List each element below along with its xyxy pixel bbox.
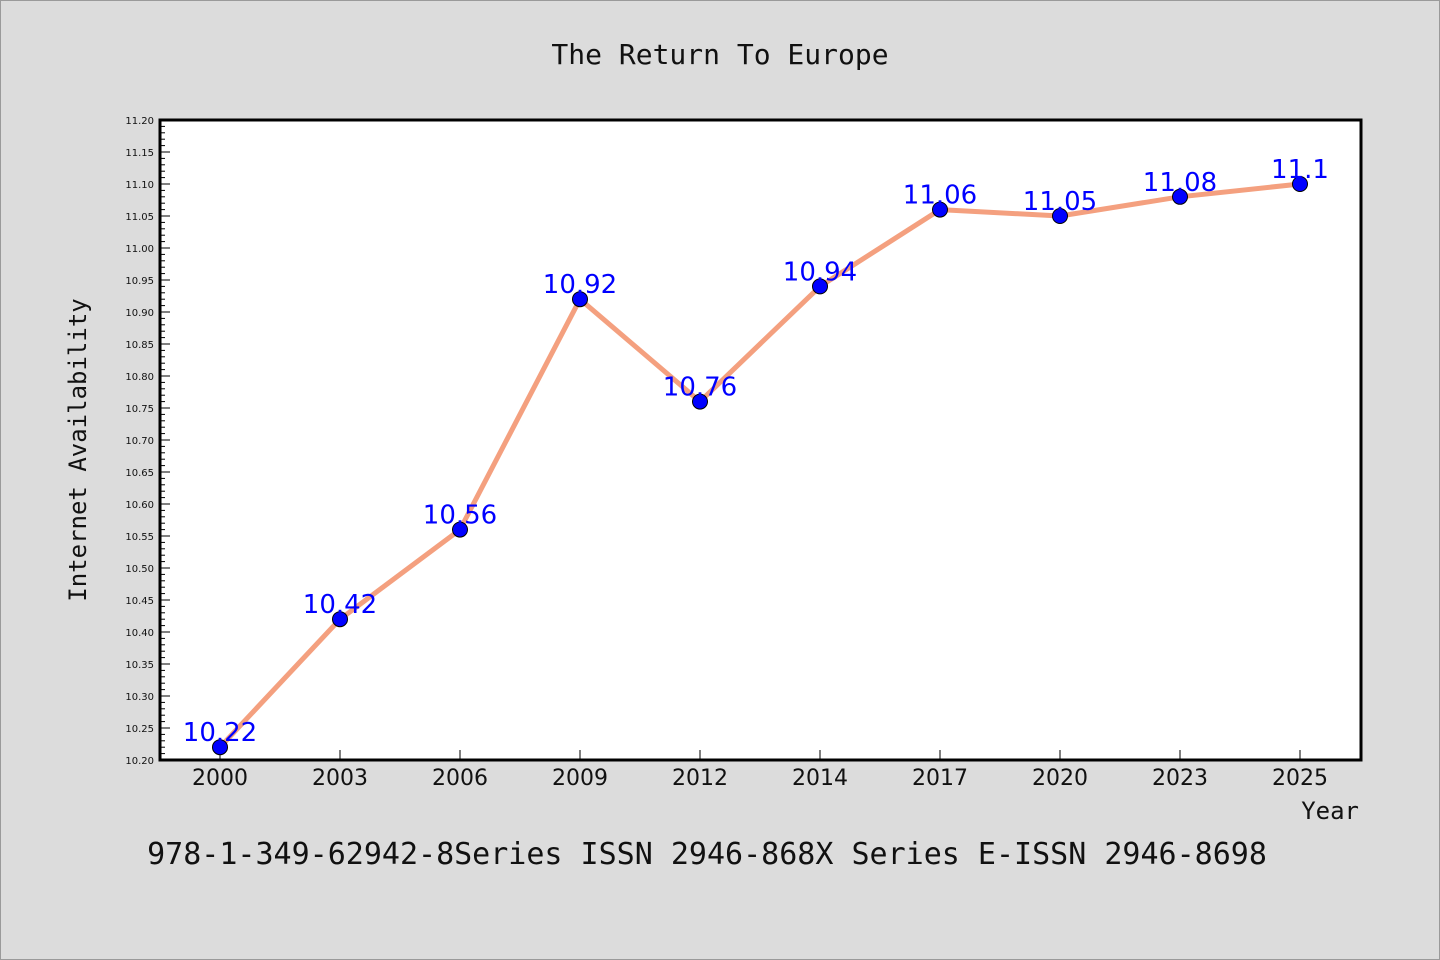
data-label: 11.08 — [1143, 168, 1217, 198]
data-point — [812, 278, 828, 295]
data-label: 11.1 — [1271, 155, 1329, 185]
x-tick-label: 2023 — [1152, 766, 1208, 791]
x-axis-label: Year — [1301, 797, 1359, 825]
plot-area — [158, 118, 1363, 762]
data-point — [932, 201, 948, 218]
data-point — [212, 739, 228, 756]
y-tick-label: 11.20 — [125, 116, 154, 127]
x-tick-label: 2020 — [1032, 766, 1088, 791]
x-tick-label: 2009 — [552, 766, 608, 791]
x-tick-label: 2025 — [1272, 766, 1328, 791]
y-tick-label: 10.90 — [125, 308, 154, 319]
data-point — [1292, 176, 1308, 192]
x-tick-label: 2017 — [912, 766, 968, 791]
y-tick-label: 10.20 — [125, 756, 154, 767]
series-line — [217, 181, 1303, 750]
y-axis: 10.20 10.25 10.30 10.35 10.40 10.45 10.50 10.55… — [125, 116, 170, 767]
data-points — [212, 176, 1308, 756]
y-tick-label: 10.45 — [125, 596, 154, 607]
data-labels: 10.22 10.42 10.56 10.92 10.76 10.94 11.06 11.05… — [183, 155, 1329, 748]
data-label: 10.92 — [543, 270, 617, 300]
data-point — [1172, 188, 1188, 205]
y-tick-label: 11.05 — [125, 212, 154, 223]
data-point — [1052, 208, 1068, 224]
y-tick-label: 10.50 — [125, 564, 154, 575]
y-tick-label: 11.10 — [125, 180, 154, 191]
data-label: 11.06 — [903, 181, 977, 211]
y-tick-label: 11.15 — [125, 148, 154, 159]
data-label: 10.42 — [303, 590, 377, 620]
y-tick-label: 10.80 — [125, 372, 154, 383]
y-tick-label: 10.35 — [125, 660, 154, 671]
y-tick-label: 10.75 — [125, 404, 154, 415]
x-tick-label: 2006 — [432, 766, 488, 791]
x-tick-label: 2000 — [192, 766, 248, 791]
y-tick-label: 10.85 — [125, 340, 154, 351]
data-label: 10.94 — [783, 257, 857, 287]
y-tick-label: 10.95 — [125, 276, 154, 287]
footer-isbn-text: 978-1-349-62942-8Series ISSN 2946-868X S… — [147, 837, 1267, 872]
data-label: 10.76 — [663, 373, 737, 403]
y-tick-label: 10.65 — [125, 468, 154, 479]
data-label: 10.56 — [423, 501, 497, 531]
data-point — [452, 521, 468, 538]
y-tick-label: 10.25 — [125, 724, 154, 735]
y-axis-label: Internet Availability — [64, 298, 92, 601]
x-tick-label: 2012 — [672, 766, 728, 791]
data-point — [572, 291, 588, 308]
y-tick-label: 10.55 — [125, 532, 154, 543]
x-tick-label: 2014 — [792, 766, 848, 791]
data-label: 11.05 — [1023, 187, 1097, 217]
data-point — [332, 611, 348, 628]
data-label: 10.22 — [183, 718, 257, 748]
x-axis: 2000 2003 2006 2009 2012 2014 2017 2020 2023 2025 — [192, 750, 1328, 791]
y-tick-label: 10.60 — [125, 500, 154, 511]
y-tick-label: 10.40 — [125, 628, 154, 639]
x-tick-label: 2003 — [312, 766, 368, 791]
y-tick-label: 11.00 — [125, 244, 154, 255]
y-tick-label: 10.30 — [125, 692, 154, 703]
y-tick-label: 10.70 — [125, 436, 154, 447]
data-point — [692, 393, 708, 410]
chart-title: The Return To Europe — [551, 38, 888, 71]
